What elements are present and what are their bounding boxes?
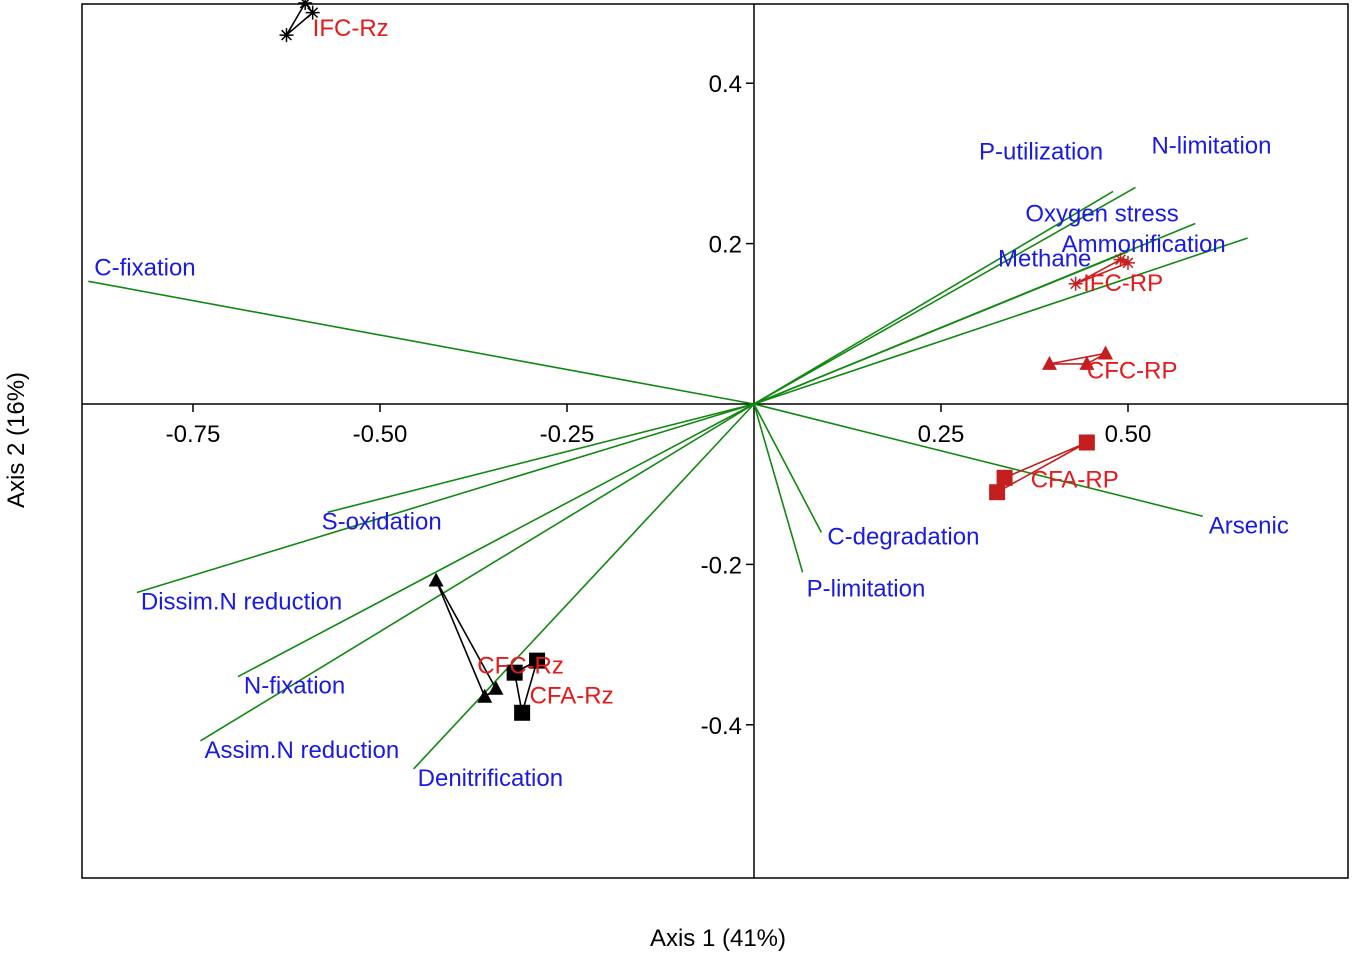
vector-line-arsenic xyxy=(753,403,1203,518)
site-label-cfa-rp: CFA-RP xyxy=(1031,467,1119,494)
marker-asterisk-ifc-rp xyxy=(1068,276,1083,291)
group-outline-ifc-rz xyxy=(285,1,314,36)
x-tick-label: 0.50 xyxy=(1105,421,1152,448)
site-label-cfc-rz: CFC-Rz xyxy=(477,653,564,680)
marker-triangle-cfc-rz xyxy=(428,572,444,587)
vector-label-s-oxidation: S-oxidation xyxy=(322,508,442,535)
marker-square-cfa-rp xyxy=(989,484,1006,501)
site-label-cfc-rp: CFC-RP xyxy=(1087,358,1178,385)
vector-label-n-fixation: N-fixation xyxy=(244,673,345,700)
y-tick-label: -0.2 xyxy=(701,552,742,579)
marker-square-cfa-rz xyxy=(514,704,531,721)
site-label-ifc-rz: IFC-Rz xyxy=(313,15,389,42)
marker-asterisk-ifc-rz xyxy=(298,0,313,10)
marker-asterisk-ifc-rz xyxy=(279,28,294,43)
marker-triangle-cfc-rp xyxy=(1098,345,1114,360)
vector-label-assim-n-reduction: Assim.N reduction xyxy=(204,737,399,764)
vector-line-p-limitation xyxy=(753,403,804,573)
vector-line-ammonification xyxy=(753,237,1248,405)
group-outline-cfc-rp xyxy=(1049,352,1106,365)
labels-layer: C-fixation P-utilization N-limitation Oxyge… xyxy=(94,15,1289,792)
y-tick-label: -0.4 xyxy=(701,713,742,740)
vector-line-p-utilization xyxy=(753,190,1114,405)
marker-asterisk-ifc-rp xyxy=(1113,252,1128,267)
x-tick-label: 0.25 xyxy=(918,421,965,448)
vector-line-n-fixation xyxy=(237,403,755,678)
y-tick-label: 0.2 xyxy=(709,232,742,259)
x-tick-label: -0.75 xyxy=(166,421,221,448)
vectors-layer xyxy=(88,186,1248,770)
marker-square-cfa-rp xyxy=(1078,434,1095,451)
marker-triangle-cfc-rz xyxy=(477,688,493,703)
axes-layer: -0.75 -0.50 -0.25 0.25 0.50 0.4 0.2 -0.2 -0.4 xyxy=(82,4,1348,878)
x-axis-title: Axis 1 (41%) xyxy=(650,925,786,952)
vector-label-dissim-n-reduction: Dissim.N reduction xyxy=(141,588,342,615)
vector-line-assim-n-reduction xyxy=(200,403,755,742)
marker-asterisk-ifc-rz xyxy=(305,5,320,20)
vector-label-denitrification: Denitrification xyxy=(418,765,563,792)
marker-triangle-cfc-rp xyxy=(1079,355,1095,370)
vector-label-oxygen-stress: Oxygen stress xyxy=(1025,201,1178,228)
marker-triangle-cfc-rz xyxy=(488,680,504,695)
vector-label-n-limitation: N-limitation xyxy=(1151,132,1271,159)
vector-label-p-limitation: P-limitation xyxy=(807,575,926,602)
vector-line-methane xyxy=(753,250,1129,405)
marker-square-cfa-rp xyxy=(996,469,1013,486)
vector-line-denitrification xyxy=(413,403,755,770)
vector-label-p-utilization: P-utilization xyxy=(979,138,1103,165)
vector-label-c-degradation: C-degradation xyxy=(827,523,979,550)
vector-line-n-limitation xyxy=(753,186,1136,405)
x-tick-label: -0.50 xyxy=(353,421,408,448)
vector-label-c-fixation: C-fixation xyxy=(94,254,195,281)
vector-label-arsenic: Arsenic xyxy=(1209,512,1289,539)
vector-line-c-degradation xyxy=(753,403,823,533)
y-axis-title: Axis 2 (16%) xyxy=(3,372,30,508)
vector-line-s-oxidation xyxy=(327,403,755,514)
y-tick-label: 0.4 xyxy=(709,71,742,98)
vector-label-ammonification: Ammonification xyxy=(1062,231,1226,258)
site-label-ifc-rp: IFC-RP xyxy=(1083,270,1163,297)
marker-asterisk-ifc-rp xyxy=(1121,255,1135,270)
group-outline-ifc-rp xyxy=(1075,258,1131,285)
plot-frame xyxy=(81,3,1349,879)
vector-line-c-fixation xyxy=(88,280,755,405)
site-label-cfa-rz: CFA-Rz xyxy=(530,682,614,709)
vector-line-dissim-n-reduction xyxy=(136,403,755,594)
marker-square-cfa-rz xyxy=(506,664,523,681)
marker-square-cfa-rz xyxy=(529,652,546,669)
group-outline-cfa-rz xyxy=(513,659,539,713)
x-tick-label: -0.25 xyxy=(540,421,595,448)
sample-groups-layer xyxy=(279,0,1135,721)
vector-label-methane: Methane xyxy=(998,246,1091,273)
marker-triangle-cfc-rp xyxy=(1041,355,1057,370)
